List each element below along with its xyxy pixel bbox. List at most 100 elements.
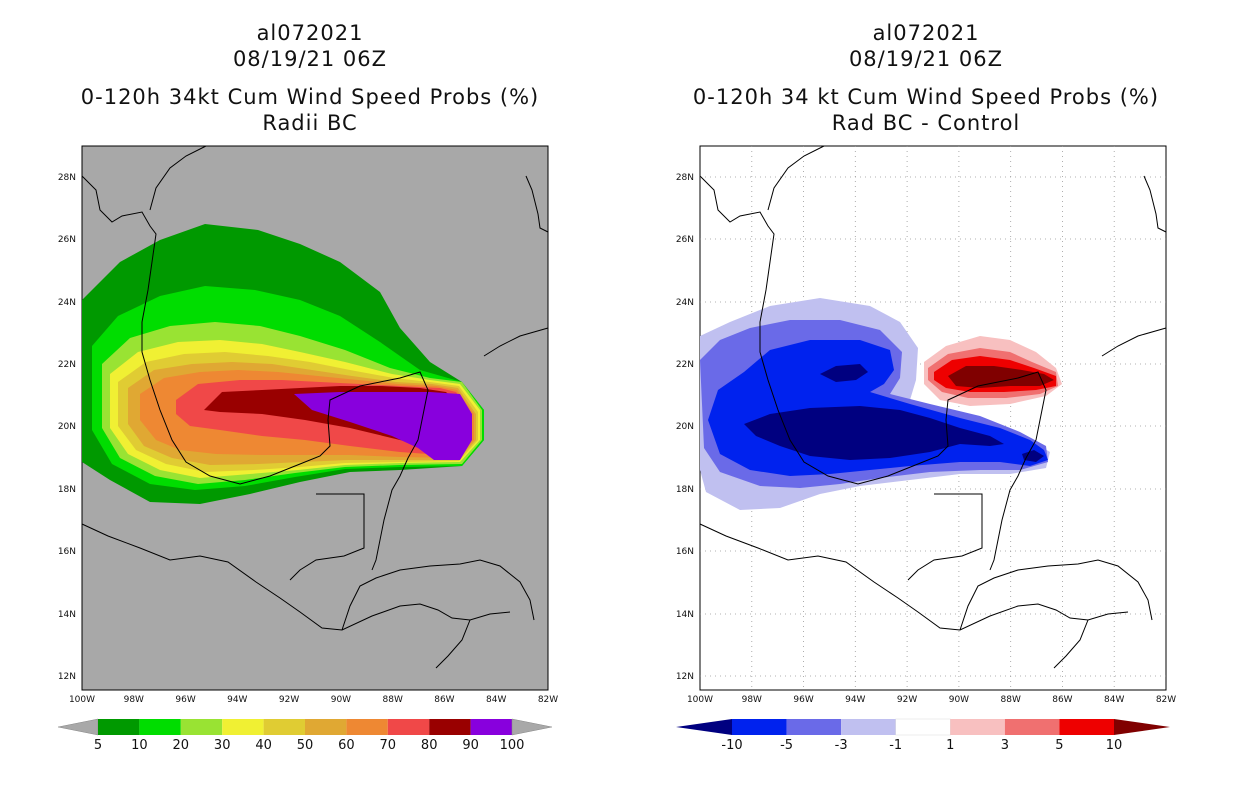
prob-band-70 — [176, 380, 472, 456]
right-lat-label: 14N — [676, 610, 694, 620]
left-lon-label: 88W — [383, 695, 403, 705]
right-colorbar-swatch — [950, 719, 1005, 735]
right-coastline — [699, 145, 1167, 669]
left-probability-field — [82, 224, 484, 504]
left-colorbar-label: 40 — [255, 738, 272, 753]
right-colorbar-label: 3 — [1001, 738, 1009, 753]
right-colorbar-swatch — [786, 719, 842, 735]
right-lon-label: 88W — [1001, 695, 1021, 705]
diff-band-neg10-north — [820, 364, 868, 382]
left-subtitle: Radii BC — [262, 111, 358, 135]
left-colorbar-swatch — [180, 719, 223, 735]
right-colorbar-label: -3 — [835, 738, 848, 753]
right-title-block: al072021 08/19/21 06Z 0-120h 34 kt Cum W… — [656, 20, 1196, 136]
right-colorbar-label: -1 — [889, 738, 902, 753]
right-colorbar-label: 5 — [1055, 738, 1063, 753]
right-lat-label: 16N — [676, 547, 694, 557]
right-lat-label: 12N — [676, 672, 694, 682]
left-colorbar-labels: 5 10 20 30 40 50 60 70 80 90 100 — [94, 738, 525, 753]
right-colorbar-swatches — [676, 718, 1170, 736]
prob-band-30 — [110, 340, 480, 478]
right-lon-label: 96W — [793, 695, 813, 705]
left-lon-label: 90W — [331, 695, 351, 705]
left-lon-label: 86W — [434, 695, 454, 705]
left-lon-label: 96W — [175, 695, 195, 705]
right-colorbar-labels: -10 -5 -3 -1 1 3 5 10 — [721, 738, 1122, 753]
right-colorbar-label: 10 — [1106, 738, 1123, 753]
left-lat-label: 14N — [58, 610, 76, 620]
left-storm-id: al072021 — [256, 21, 364, 45]
left-colorbar-swatch — [346, 719, 388, 735]
diff-band-pos5 — [934, 356, 1056, 392]
left-title: 0-120h 34kt Cum Wind Speed Probs (%) — [80, 85, 540, 109]
right-lon-label: 82W — [1156, 695, 1176, 705]
left-colorbar-label: 100 — [500, 738, 525, 753]
diff-band-pos1 — [924, 336, 1062, 406]
left-lon-label: 84W — [486, 695, 506, 705]
right-lat-label: 18N — [676, 485, 694, 495]
left-lon-label: 98W — [124, 695, 144, 705]
right-storm-id: al072021 — [872, 21, 980, 45]
diff-band-neg1 — [700, 298, 1050, 510]
right-lat-label: 28N — [676, 173, 694, 183]
right-lon-label: 86W — [1052, 695, 1072, 705]
right-colorbar-label: -10 — [721, 738, 742, 753]
prob-band-50 — [128, 362, 476, 465]
prob-band-5 — [82, 224, 484, 504]
right-lon-label: 94W — [845, 695, 865, 705]
right-colorbar-swatch — [1059, 719, 1114, 735]
prob-band-60 — [140, 370, 474, 458]
right-lat-axis: 12N 14N 16N 18N 20N 22N 24N 26N 28N — [676, 173, 694, 682]
left-lat-label: 12N — [58, 672, 76, 682]
left-colorbar-label: 50 — [297, 738, 314, 753]
diff-band-pos10 — [948, 366, 1054, 388]
left-lat-label: 20N — [58, 422, 76, 432]
left-lon-label: 92W — [279, 695, 299, 705]
left-colorbar-label: 70 — [380, 738, 397, 753]
left-lon-label: 82W — [538, 695, 558, 705]
right-colorbar-over-arrow — [1114, 719, 1170, 735]
left-colorbar-label: 80 — [421, 738, 438, 753]
left-map-background — [81, 145, 549, 691]
right-colorbar-swatch — [841, 719, 896, 735]
prob-band-40 — [118, 352, 478, 472]
diff-band-neg10-west — [744, 406, 1004, 460]
right-difference-field — [700, 298, 1062, 510]
diff-band-pos3 — [928, 348, 1058, 398]
right-colorbar-swatch — [732, 719, 787, 735]
left-lat-label: 16N — [58, 547, 76, 557]
left-lon-axis: 100W 98W 96W 94W 92W 90W 88W 86W 84W 82W — [69, 695, 558, 705]
left-coastline — [81, 145, 549, 669]
left-map: 100W 98W 96W 94W 92W 90W 88W 86W 84W 82W… — [58, 145, 558, 705]
right-lat-label: 26N — [676, 235, 694, 245]
left-lat-axis: 12N 14N 16N 18N 20N 22N 24N 26N 28N — [58, 173, 76, 682]
right-gridlines — [700, 146, 1166, 690]
right-colorbar: -10 -5 -3 -1 1 3 5 10 — [676, 718, 1170, 753]
left-colorbar-over-arrow — [511, 718, 553, 736]
left-lon-label: 100W — [69, 695, 95, 705]
left-colorbar-label: 20 — [173, 738, 190, 753]
left-lat-label: 18N — [58, 485, 76, 495]
right-colorbar-label: 1 — [946, 738, 954, 753]
prob-band-80 — [204, 386, 460, 450]
right-lat-label: 20N — [676, 422, 694, 432]
diff-band-neg3 — [700, 320, 1048, 488]
right-map: 100W 98W 96W 94W 92W 90W 88W 86W 84W 82W… — [676, 145, 1176, 705]
left-colorbar-swatches — [98, 719, 512, 735]
right-lon-label: 98W — [742, 695, 762, 705]
left-colorbar-swatch — [98, 719, 140, 735]
right-lon-label: 92W — [897, 695, 917, 705]
left-colorbar-swatch — [263, 719, 305, 735]
right-lon-label: 84W — [1104, 695, 1124, 705]
right-lon-axis: 100W 98W 96W 94W 92W 90W 88W 86W 84W 82W — [687, 695, 1176, 705]
right-lat-label: 24N — [676, 298, 694, 308]
left-colorbar-label: 30 — [214, 738, 231, 753]
diff-band-neg10-east — [1022, 450, 1044, 462]
prob-band-90 — [294, 392, 472, 460]
left-colorbar-swatch — [305, 719, 347, 735]
left-lat-label: 26N — [58, 235, 76, 245]
left-lon-label: 94W — [227, 695, 247, 705]
right-subtitle: Rad BC - Control — [831, 111, 1021, 135]
left-colorbar-label: 90 — [462, 738, 479, 753]
left-colorbar-label: 60 — [338, 738, 355, 753]
